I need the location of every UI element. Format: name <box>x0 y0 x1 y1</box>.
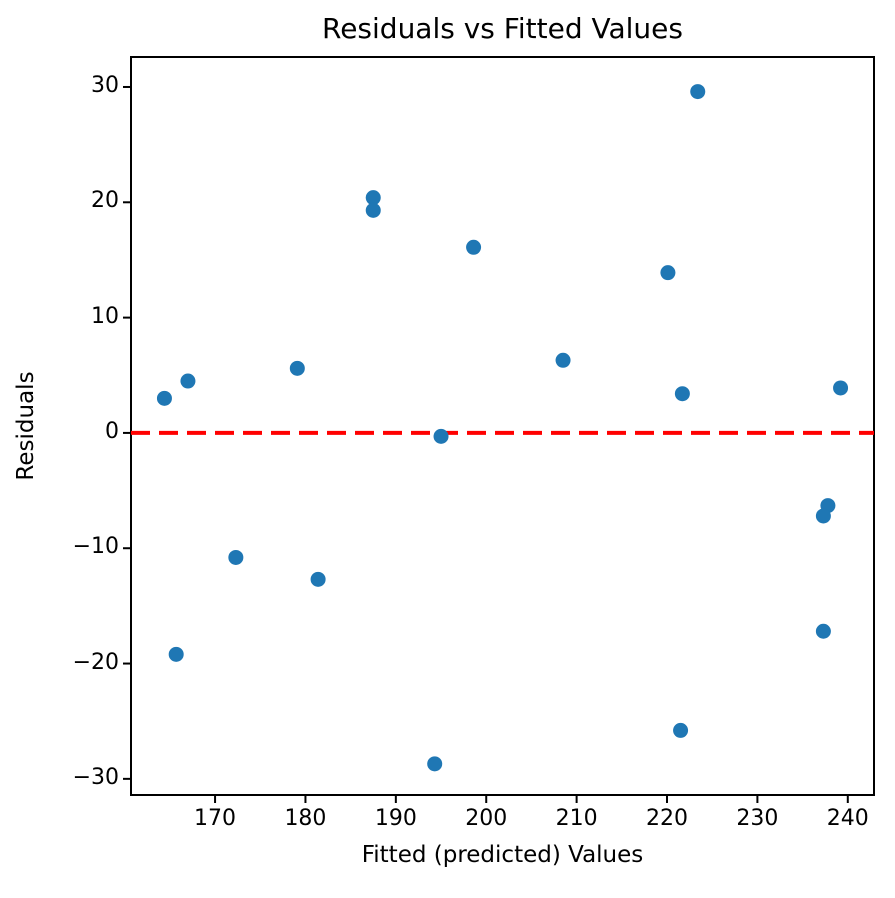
y-tick-label: 10 <box>91 303 119 329</box>
x-tick-label: 200 <box>465 806 508 831</box>
y-tick-label: −10 <box>72 534 119 560</box>
data-point <box>815 623 831 639</box>
data-point <box>310 571 326 587</box>
data-point <box>427 756 443 772</box>
y-tick-label: 0 <box>105 418 119 444</box>
data-point <box>365 190 381 206</box>
data-point <box>555 352 571 368</box>
data-point <box>289 360 305 376</box>
x-tick-label: 230 <box>736 806 779 831</box>
data-point <box>833 380 849 396</box>
y-tick-label: −30 <box>72 764 119 790</box>
chart-title: Residuals vs Fitted Values <box>322 12 683 45</box>
x-axis-label: Fitted (predicted) Values <box>361 842 644 868</box>
x-tick-label: 210 <box>555 806 598 831</box>
y-tick-label: −20 <box>72 649 119 675</box>
data-point <box>674 386 690 402</box>
data-point <box>815 508 831 524</box>
data-point <box>365 202 381 218</box>
x-tick-label: 240 <box>826 806 869 831</box>
data-point <box>660 265 676 281</box>
x-tick-label: 180 <box>284 806 327 831</box>
x-tick-label: 220 <box>646 806 688 831</box>
data-point <box>168 646 184 662</box>
data-point <box>673 722 689 738</box>
axes-spines <box>130 56 875 796</box>
data-point <box>690 84 706 100</box>
data-point <box>156 390 172 406</box>
y-axis-label: Residuals <box>13 371 39 481</box>
y-tick-label: 30 <box>91 72 119 98</box>
y-tick-label: 20 <box>91 188 119 214</box>
x-tick-label: 190 <box>374 806 417 831</box>
data-point <box>180 373 196 389</box>
data-point <box>466 239 482 255</box>
data-point <box>433 428 449 444</box>
data-point <box>228 549 244 565</box>
x-tick-label: 170 <box>194 806 237 831</box>
